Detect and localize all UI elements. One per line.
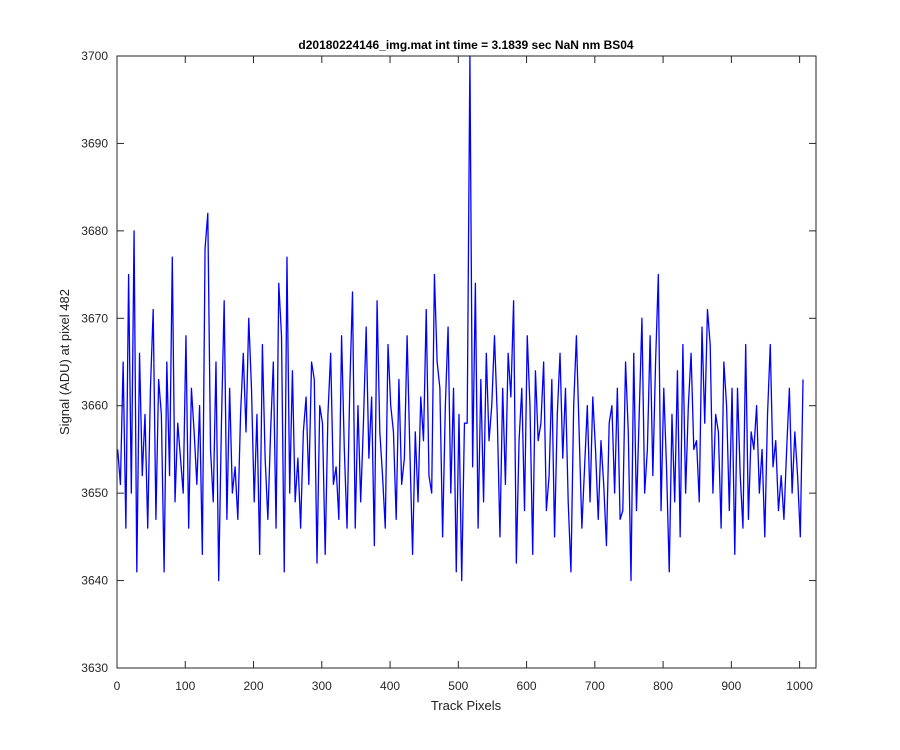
x-tick-label: 800 — [653, 679, 673, 693]
y-axis-ticks: 3630 3640 3650 3660 3670 3680 3690 3700 — [81, 49, 816, 675]
y-tick-label: 3650 — [81, 486, 108, 500]
y-tick-label: 3660 — [81, 399, 108, 413]
x-axis-ticks: 0 100 200 300 400 500 600 700 800 900 1000 — [114, 56, 813, 693]
x-tick-label: 500 — [448, 679, 468, 693]
x-tick-label: 100 — [175, 679, 195, 693]
x-tick-label: 1000 — [786, 679, 813, 693]
y-tick-label: 3630 — [81, 661, 108, 675]
y-tick-label: 3690 — [81, 136, 108, 150]
y-tick-label: 3700 — [81, 49, 108, 63]
x-axis-label: Track Pixels — [431, 698, 502, 713]
x-tick-label: 400 — [380, 679, 400, 693]
x-tick-label: 300 — [312, 679, 332, 693]
x-tick-label: 200 — [244, 679, 264, 693]
x-tick-label: 900 — [721, 679, 741, 693]
chart-title: d20180224146_img.mat int time = 3.1839 s… — [298, 38, 634, 52]
x-tick-label: 700 — [585, 679, 605, 693]
y-tick-label: 3680 — [81, 224, 108, 238]
y-axis-label: Signal (ADU) at pixel 482 — [57, 289, 72, 435]
plot-area — [117, 56, 816, 668]
y-tick-label: 3640 — [81, 574, 108, 588]
x-tick-label: 0 — [114, 679, 121, 693]
x-tick-label: 600 — [517, 679, 537, 693]
data-layer — [117, 55, 804, 582]
axes-box — [116, 55, 817, 669]
y-tick-label: 3670 — [81, 311, 108, 325]
series-line-1 — [117, 55, 804, 582]
